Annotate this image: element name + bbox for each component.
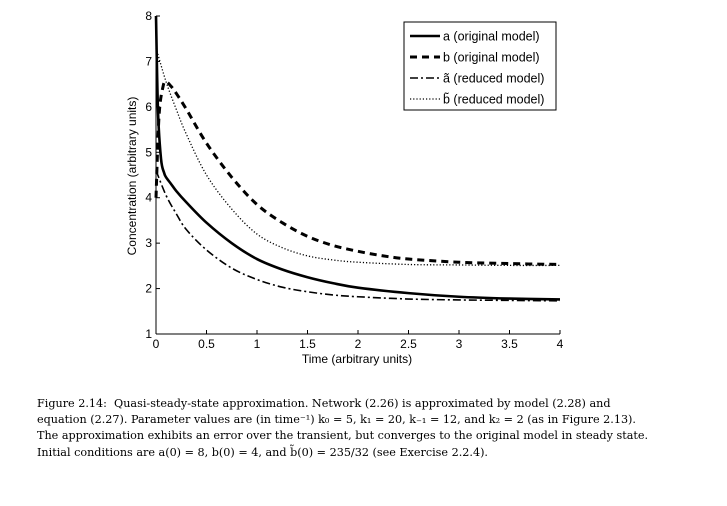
x-axis-label: Time (arbitrary units): [302, 352, 412, 366]
x-tick-label: 3: [456, 337, 463, 351]
legend-label: b (original model): [443, 51, 540, 65]
y-tick-label: 7: [145, 54, 152, 68]
caption-line-2: equation (2.27). Parameter values are (i…: [37, 413, 636, 427]
legend-label: a (original model): [443, 30, 540, 44]
x-tick-label: 0.5: [198, 337, 215, 351]
series-layer: [154, 15, 561, 302]
y-axis-label: Concentration (arbitrary units): [125, 97, 139, 256]
x-tick-label: 4: [557, 337, 564, 351]
x-tick-label: 2.5: [400, 337, 417, 351]
x-tick-label: 0: [153, 337, 160, 351]
y-tick-label: 2: [145, 282, 152, 296]
x-tick-label: 1.5: [299, 337, 316, 351]
caption-line-4: Initial conditions are a(0) = 8, b(0) = …: [37, 445, 488, 459]
line-chart: 0 0.5 1 1.5 2 2.5 3 3.5 4 1 2 3 4 5 6 7 8 Time (arbitrar…: [125, 9, 564, 366]
y-tick-label: 3: [145, 236, 152, 250]
caption-line-1: Figure 2.14: Quasi-steady-state approxim…: [37, 396, 692, 412]
x-tick-label: 3.5: [501, 337, 518, 351]
x-tick-label: 1: [254, 337, 261, 351]
caption-line-3: The approximation exhibits an error over…: [37, 429, 649, 443]
y-tick-label: 8: [145, 9, 152, 23]
figure-caption: Figure 2.14: Quasi-steady-state approxim…: [37, 396, 692, 461]
legend-label: ã (reduced model): [443, 72, 544, 86]
caption-text-1: Quasi-steady-state approximation. Networ…: [114, 397, 611, 410]
series-line-dashed: [154, 80, 561, 266]
x-tick-label: 2: [355, 337, 362, 351]
legend: a (original model) b (original model) ã (r…: [403, 21, 557, 111]
y-tick-label: 6: [145, 100, 152, 114]
caption-label: Figure 2.14:: [37, 397, 107, 410]
y-tick-label: 4: [145, 191, 152, 205]
ticks-layer: 0 0.5 1 1.5 2 2.5 3 3.5 4 1 2 3 4 5 6 7 8: [145, 9, 563, 351]
y-tick-label: 5: [145, 145, 152, 159]
legend-label: b̃ (reduced model): [443, 91, 544, 106]
series-line-dashdot: [155, 170, 561, 302]
y-tick-label: 1: [145, 327, 152, 341]
series-line-solid: [154, 15, 561, 301]
series-line-dotted: [155, 47, 561, 267]
